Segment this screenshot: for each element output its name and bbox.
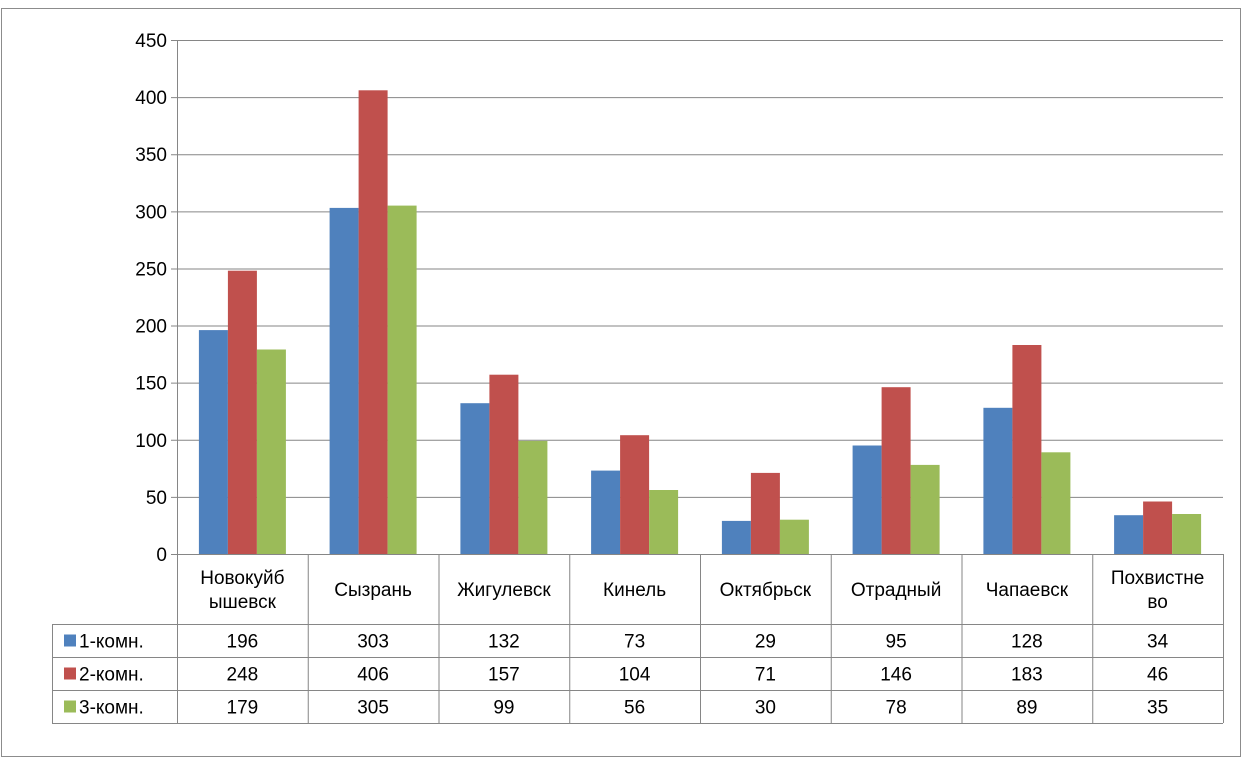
bar (881, 387, 911, 554)
bar (387, 205, 417, 554)
bar (1114, 515, 1144, 554)
y-tick-label: 350 (135, 145, 167, 166)
bar (227, 270, 257, 554)
data-value: 146 (880, 665, 912, 686)
data-value: 179 (227, 698, 259, 719)
y-tick-label: 200 (135, 317, 167, 338)
bar (1143, 501, 1173, 554)
data-value: 95 (886, 632, 907, 653)
data-table: Новокуйб ышевск Сызрань Жигулевск Кинель Октя… (52, 554, 1224, 724)
data-value: 303 (357, 632, 389, 653)
data-value: 104 (619, 665, 651, 686)
series-name: 3-комн. (79, 698, 144, 719)
bar (198, 330, 228, 554)
y-axis: 0 50 100 150 200 250 300 350 400 450 (135, 31, 178, 566)
data-value: 305 (357, 698, 389, 719)
data-value: 406 (357, 665, 389, 686)
data-value: 34 (1147, 632, 1169, 653)
data-value: 29 (755, 632, 776, 653)
bar (1012, 345, 1042, 554)
data-value: 132 (488, 632, 520, 653)
data-value: 99 (493, 698, 514, 719)
bar (460, 403, 490, 554)
data-value: 196 (227, 632, 259, 653)
bars (198, 90, 1202, 555)
series-name: 2-комн. (79, 665, 144, 686)
category-label: Отрадный (851, 580, 941, 601)
bar (1041, 452, 1071, 554)
bar (649, 490, 679, 554)
series-name: 1-комн. (79, 632, 144, 653)
data-value: 248 (227, 665, 259, 686)
y-tick-label: 450 (135, 31, 167, 52)
bar (983, 407, 1013, 554)
category-label: Октябрьск (720, 580, 812, 601)
category-label: Чапаевск (986, 580, 1069, 601)
category-label: Новокуйб (200, 568, 284, 589)
bar (779, 519, 809, 554)
data-value: 128 (1011, 632, 1043, 653)
chart-area-border (1, 8, 1241, 757)
legend-key (64, 700, 76, 713)
bar (620, 435, 650, 554)
category-label: во (1147, 592, 1167, 613)
bar (852, 445, 882, 554)
bar (358, 90, 388, 555)
y-tick-label: 400 (135, 88, 167, 109)
bar (591, 470, 621, 554)
bar (489, 374, 519, 554)
legend-key (64, 634, 76, 647)
bar (518, 440, 548, 554)
data-value: 35 (1147, 698, 1168, 719)
bar (329, 207, 359, 554)
bar (910, 464, 940, 554)
data-value: 46 (1147, 665, 1168, 686)
y-tick-label: 100 (135, 431, 167, 452)
bar (750, 472, 780, 554)
category-label: Кинель (603, 580, 666, 601)
bar (721, 520, 751, 554)
data-value: 71 (755, 665, 776, 686)
y-tick-label: 250 (135, 259, 167, 280)
data-value: 56 (624, 698, 645, 719)
data-value: 78 (886, 698, 907, 719)
bar (256, 349, 286, 554)
data-value: 30 (755, 698, 776, 719)
category-label: Сызрань (334, 580, 412, 601)
category-label: ышевск (209, 592, 277, 613)
data-value: 73 (624, 632, 645, 653)
category-label: Жигулевск (457, 580, 551, 601)
y-tick-label: 300 (135, 202, 167, 223)
data-value: 157 (488, 665, 520, 686)
legend-key (64, 667, 76, 680)
data-value: 89 (1016, 698, 1037, 719)
data-value: 183 (1011, 665, 1043, 686)
y-tick-label: 50 (146, 488, 167, 509)
y-tick-label: 0 (156, 545, 167, 566)
y-tick-label: 150 (135, 374, 167, 395)
category-label: Похвистне (1111, 568, 1204, 589)
bar (1172, 514, 1202, 554)
